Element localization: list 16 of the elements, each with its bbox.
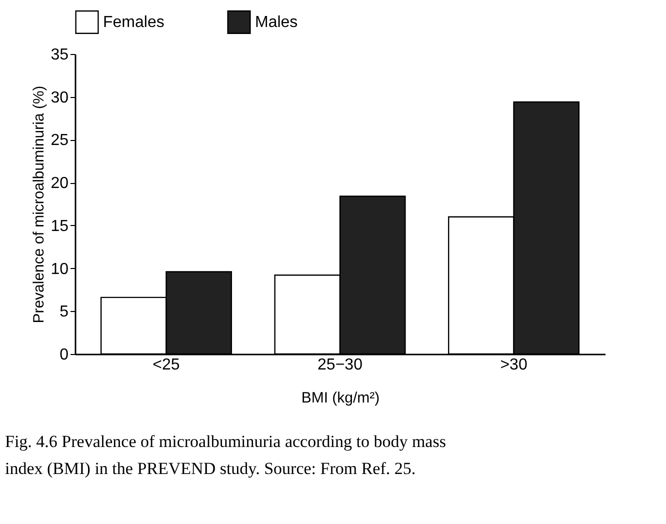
- x-tick-label: >30: [500, 356, 528, 374]
- x-tick-label: 25−30: [318, 356, 363, 374]
- x-axis-title: BMI (kg/m²): [301, 390, 380, 406]
- y-tick-label: 20: [50, 175, 69, 192]
- y-tick-label: 0: [60, 346, 69, 364]
- y-axis-title: Prevalence of microalbuminuria (%): [30, 86, 48, 324]
- y-tick-label: 30: [50, 89, 69, 106]
- caption: Fig. 4.6 Prevalence of microalbuminuria according to body mass index (BMI) in the PREVEND study. Source: From Ref. 25.: [5, 432, 446, 478]
- y-tick-label: 15: [50, 218, 69, 235]
- y-tick-label: 35: [50, 46, 69, 64]
- legend-label: Females: [103, 14, 164, 32]
- y-tick-label: 5: [60, 304, 69, 321]
- legend-label: Males: [255, 14, 298, 32]
- y-tick-label: 25: [50, 132, 69, 150]
- x-tick-label: <25: [152, 356, 180, 374]
- y-tick-label: 10: [50, 260, 69, 278]
